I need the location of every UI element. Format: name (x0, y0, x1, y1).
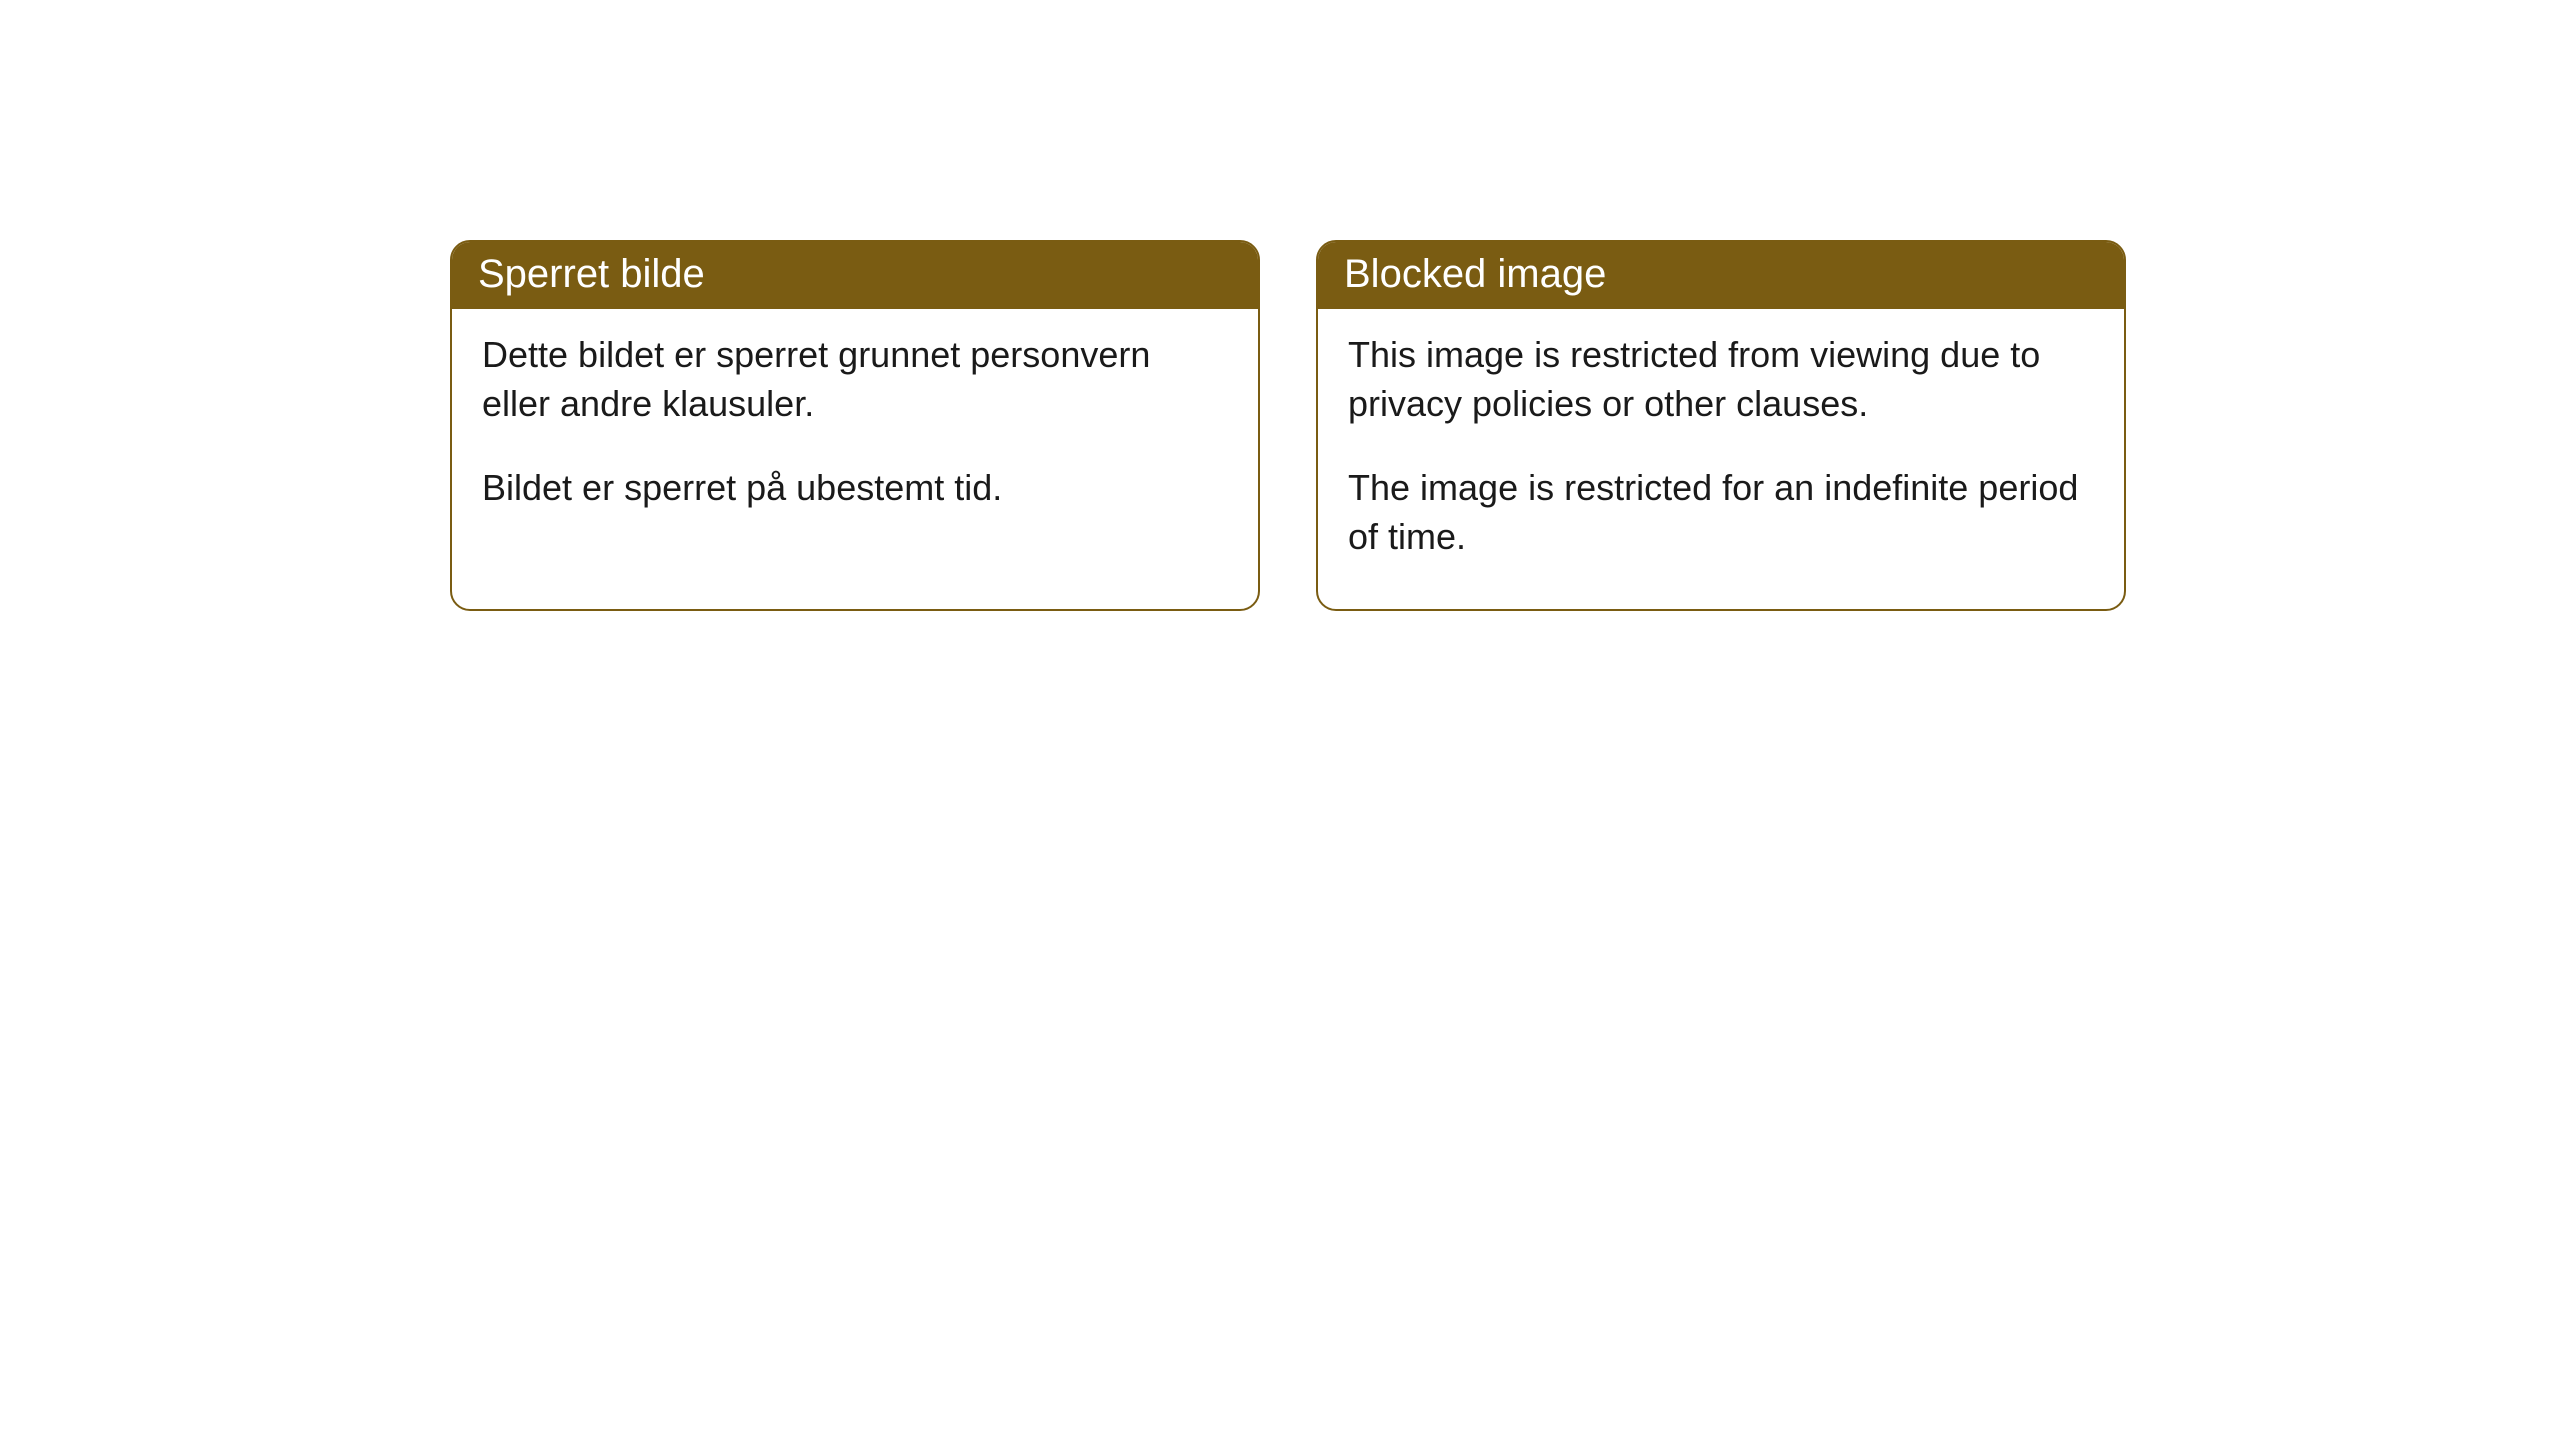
card-title: Sperret bilde (452, 242, 1258, 309)
card-body: Dette bildet er sperret grunnet personve… (452, 309, 1258, 561)
card-paragraph: The image is restricted for an indefinit… (1348, 464, 2094, 561)
card-paragraph: Bildet er sperret på ubestemt tid. (482, 464, 1228, 513)
blocked-image-card-norwegian: Sperret bilde Dette bildet er sperret gr… (450, 240, 1260, 611)
card-title: Blocked image (1318, 242, 2124, 309)
card-body: This image is restricted from viewing du… (1318, 309, 2124, 609)
blocked-image-card-english: Blocked image This image is restricted f… (1316, 240, 2126, 611)
notice-cards-container: Sperret bilde Dette bildet er sperret gr… (0, 0, 2560, 611)
card-paragraph: Dette bildet er sperret grunnet personve… (482, 331, 1228, 428)
card-paragraph: This image is restricted from viewing du… (1348, 331, 2094, 428)
